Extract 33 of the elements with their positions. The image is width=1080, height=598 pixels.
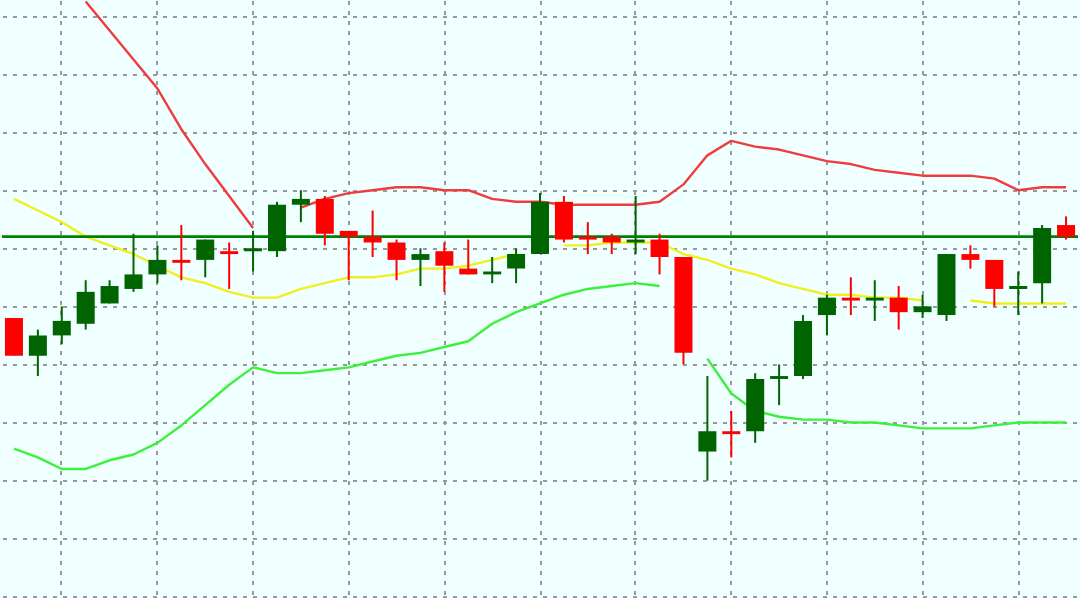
candlestick	[339, 229, 358, 282]
candlestick	[4, 316, 23, 357]
candlestick	[1057, 215, 1076, 241]
candlestick	[507, 247, 526, 285]
candlestick	[220, 241, 239, 290]
candlestick	[172, 224, 191, 282]
candlestick	[913, 293, 932, 319]
candlestick	[985, 258, 1004, 308]
candlestick	[770, 363, 789, 407]
candlestick	[411, 247, 430, 288]
candlestick	[315, 195, 334, 247]
candlestick	[148, 244, 167, 285]
candlestick	[196, 238, 215, 279]
candlestick	[961, 244, 980, 270]
candlestick	[76, 279, 95, 331]
candlestick	[244, 229, 263, 273]
candlestick	[267, 200, 286, 258]
candlestick	[435, 241, 454, 293]
candlestick	[52, 305, 71, 346]
candlestick	[28, 328, 47, 378]
candlestick	[841, 276, 860, 317]
candlestick	[1009, 270, 1028, 317]
candlestick	[722, 409, 741, 459]
candlestick	[554, 195, 573, 244]
candlestick	[650, 232, 669, 276]
candlestick	[817, 293, 836, 337]
candlestick	[698, 375, 717, 482]
candlestick	[387, 238, 406, 282]
candlestick	[291, 189, 310, 224]
candlestick	[578, 221, 597, 256]
candlestick	[889, 285, 908, 331]
candlestick	[865, 279, 884, 322]
candlestick	[124, 232, 143, 293]
